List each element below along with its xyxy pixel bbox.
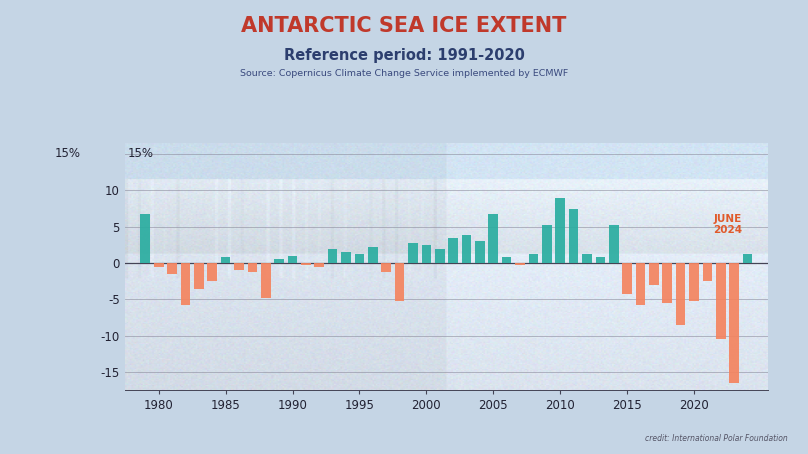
- Bar: [301, 263, 311, 265]
- Text: 15%: 15%: [128, 148, 154, 160]
- Bar: [636, 263, 646, 305]
- Bar: [516, 263, 525, 265]
- Bar: [609, 225, 618, 263]
- Bar: [475, 241, 485, 263]
- Bar: [395, 263, 404, 301]
- Bar: [314, 263, 324, 266]
- Bar: [448, 237, 458, 263]
- Bar: [368, 247, 377, 263]
- Bar: [261, 263, 271, 298]
- Text: 15%: 15%: [54, 148, 80, 160]
- Bar: [649, 263, 659, 285]
- Text: Reference period: 1991-2020: Reference period: 1991-2020: [284, 48, 524, 63]
- Bar: [167, 263, 177, 274]
- Bar: [542, 225, 552, 263]
- Bar: [622, 263, 632, 294]
- Bar: [675, 263, 685, 325]
- Bar: [689, 263, 699, 301]
- Bar: [595, 257, 605, 263]
- Bar: [663, 263, 672, 303]
- Bar: [208, 263, 217, 281]
- Bar: [582, 254, 591, 263]
- Bar: [555, 197, 565, 263]
- Bar: [341, 252, 351, 263]
- Bar: [422, 245, 431, 263]
- Bar: [435, 248, 444, 263]
- Bar: [234, 263, 244, 271]
- Bar: [275, 259, 284, 263]
- Bar: [355, 254, 364, 263]
- Bar: [381, 263, 391, 272]
- Bar: [743, 254, 752, 263]
- Text: ANTARCTIC SEA ICE EXTENT: ANTARCTIC SEA ICE EXTENT: [242, 16, 566, 36]
- Bar: [502, 257, 511, 263]
- Bar: [141, 213, 150, 263]
- Bar: [703, 263, 712, 281]
- Bar: [328, 248, 338, 263]
- Bar: [489, 213, 498, 263]
- Bar: [288, 256, 297, 263]
- Bar: [716, 263, 726, 340]
- Bar: [528, 254, 538, 263]
- Bar: [408, 243, 418, 263]
- Text: Source: Copernicus Climate Change Service implemented by ECMWF: Source: Copernicus Climate Change Servic…: [240, 69, 568, 79]
- Bar: [181, 263, 190, 305]
- Bar: [247, 263, 257, 272]
- Text: JUNE
2024: JUNE 2024: [713, 214, 742, 236]
- Text: credit: International Polar Foundation: credit: International Polar Foundation: [645, 434, 788, 443]
- Bar: [221, 257, 230, 263]
- Bar: [730, 263, 739, 383]
- Bar: [461, 236, 471, 263]
- Bar: [569, 208, 579, 263]
- Bar: [194, 263, 204, 289]
- Bar: [154, 263, 163, 266]
